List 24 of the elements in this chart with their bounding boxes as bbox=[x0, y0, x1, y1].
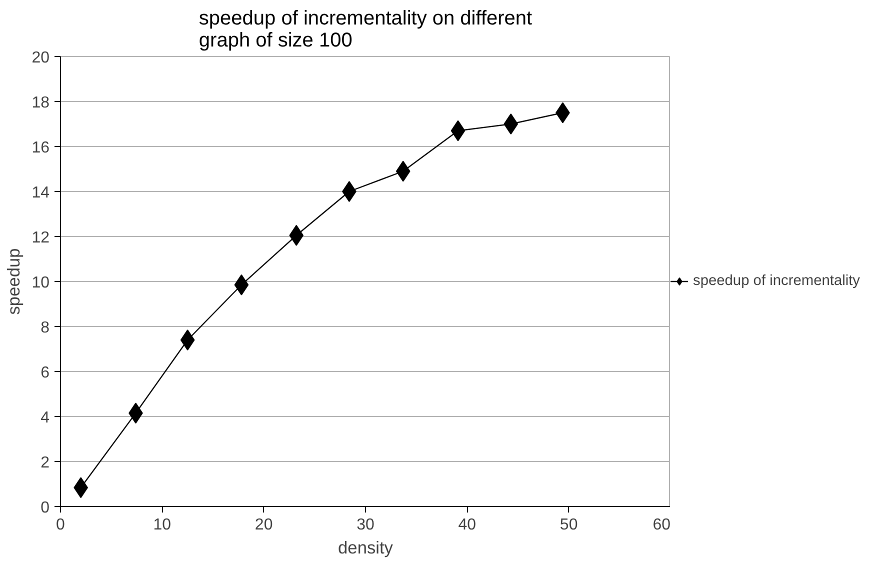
y-tick-label: 14 bbox=[32, 184, 50, 202]
y-tick-label: 16 bbox=[32, 140, 50, 156]
chart-title: speedup of incrementality on different graph of size 100 bbox=[198, 8, 533, 52]
x-tick-label: 60 bbox=[652, 516, 671, 534]
point bbox=[504, 114, 518, 134]
y-tick-label: 8 bbox=[40, 320, 50, 336]
y-tick-label: 20 bbox=[32, 50, 50, 66]
y-tick-label: 10 bbox=[32, 274, 50, 292]
x-tick-label: 50 bbox=[560, 516, 578, 534]
y-tick-label: 6 bbox=[40, 364, 50, 382]
y-tick-label: 12 bbox=[32, 230, 50, 246]
x-tick-label: 30 bbox=[356, 516, 374, 534]
y-tick-label: 0 bbox=[40, 500, 50, 516]
y-axis-title: speedup bbox=[4, 248, 24, 315]
y-tick-label: 2 bbox=[40, 454, 50, 472]
y-tick-label: 18 bbox=[32, 94, 50, 112]
legend-label: speedup of incrementality bbox=[693, 273, 860, 289]
y-tick-label: 4 bbox=[40, 410, 50, 426]
point bbox=[180, 330, 195, 350]
x-tick-label: 20 bbox=[254, 516, 273, 534]
x-tick-label: 40 bbox=[458, 516, 476, 534]
x-tick-label: 10 bbox=[153, 516, 172, 534]
x-axis-title: density bbox=[338, 538, 394, 558]
x-tick-label: 0 bbox=[56, 516, 66, 534]
